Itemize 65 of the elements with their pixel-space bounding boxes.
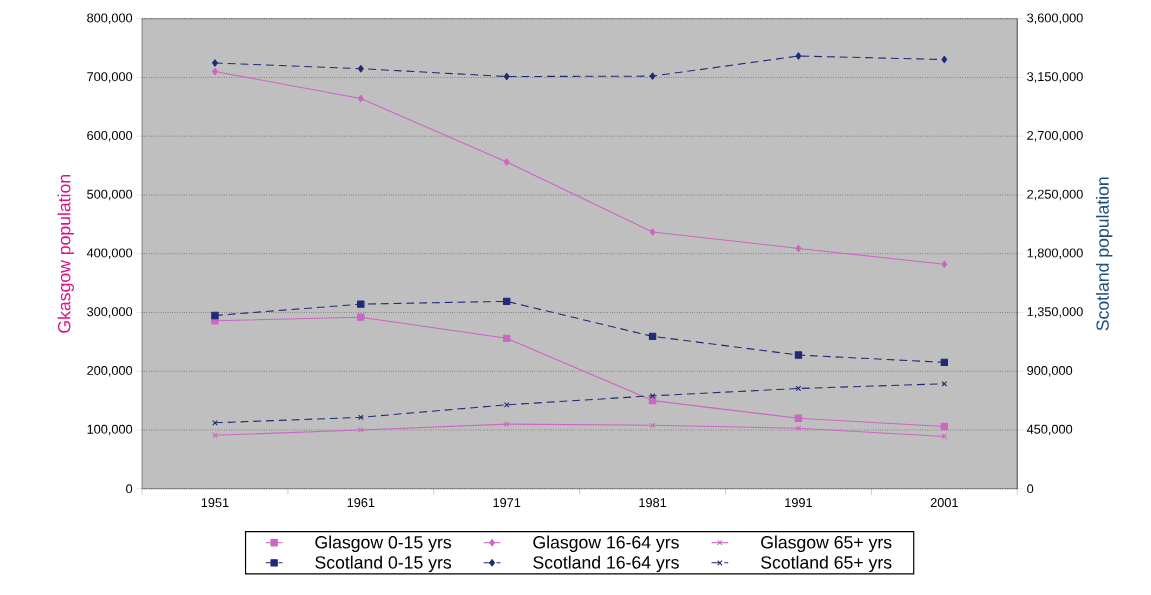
y2-axis-title: Scotland population [1095, 177, 1113, 331]
point [795, 52, 802, 60]
y2-tick-label: 1,800,000 [1027, 248, 1083, 259]
point [503, 297, 511, 306]
y-tick-label: 100,000 [87, 424, 133, 436]
x-tick-label: 1991 [785, 498, 812, 508]
y2-tick-label: 2,250,000 [1027, 189, 1083, 201]
y2-tick-label: 450,000 [1026, 424, 1073, 436]
y2-tick-label: 900,000 [1027, 365, 1073, 377]
y-tick-label: 600,000 [87, 130, 133, 142]
point [357, 65, 364, 73]
x-tick-label: 1981 [639, 498, 667, 508]
point [795, 385, 802, 392]
point [358, 414, 364, 421]
y-tick-label: 400,000 [86, 248, 133, 259]
legend-label: Scotland 16-64 yrs [533, 555, 679, 573]
y-axis-title: Gkasgow population [57, 175, 74, 333]
x-tick-label: 1971 [493, 498, 521, 508]
point [503, 334, 511, 343]
y2-tick-label: 0 [1027, 484, 1034, 494]
point [794, 351, 803, 359]
point [212, 432, 218, 439]
point [649, 228, 656, 236]
y2-tick-label: 2,700,000 [1027, 130, 1083, 142]
point [503, 421, 510, 427]
y2-tick-label: 3,150,000 [1027, 72, 1083, 83]
point [358, 427, 364, 433]
point [795, 244, 802, 253]
point [212, 59, 218, 67]
point [211, 311, 219, 320]
point [649, 422, 656, 429]
y-tick-label: 700,000 [87, 72, 133, 83]
y-tick-label: 500,000 [87, 189, 133, 201]
point [648, 332, 657, 341]
point [649, 72, 656, 80]
point [503, 402, 510, 408]
y-tick-label: 800,000 [87, 13, 133, 24]
point [649, 393, 656, 399]
point [795, 425, 802, 432]
legend-label: Scotland 0-15 yrs [315, 555, 452, 573]
x-tick-label: 1961 [347, 498, 375, 508]
point [941, 433, 948, 440]
point [357, 94, 364, 103]
point [212, 420, 218, 426]
x-tick-label: 1951 [201, 498, 229, 508]
point [794, 414, 803, 422]
point [357, 300, 365, 308]
point [503, 158, 510, 166]
point [503, 72, 510, 81]
y-tick-label: 300,000 [87, 307, 133, 318]
point [941, 381, 948, 387]
legend-label: Glasgow 16-64 yrs [533, 535, 679, 553]
point [941, 260, 948, 268]
y-tick-label: 200,000 [87, 365, 133, 377]
legend-label: Glasgow 0-15 yrs [315, 535, 452, 553]
y-tick-label: 0 [126, 484, 133, 494]
legend-label: Glasgow 65+ yrs [761, 535, 892, 553]
y2-tick-label: 1,350,000 [1027, 307, 1083, 318]
x-tick-label: 2001 [930, 498, 958, 508]
point [940, 422, 949, 431]
point [357, 313, 365, 321]
y2-tick-label: 3,600,000 [1027, 13, 1083, 24]
point [941, 55, 948, 64]
legend-label: Scotland 65+ yrs [761, 555, 892, 573]
point [940, 358, 949, 367]
